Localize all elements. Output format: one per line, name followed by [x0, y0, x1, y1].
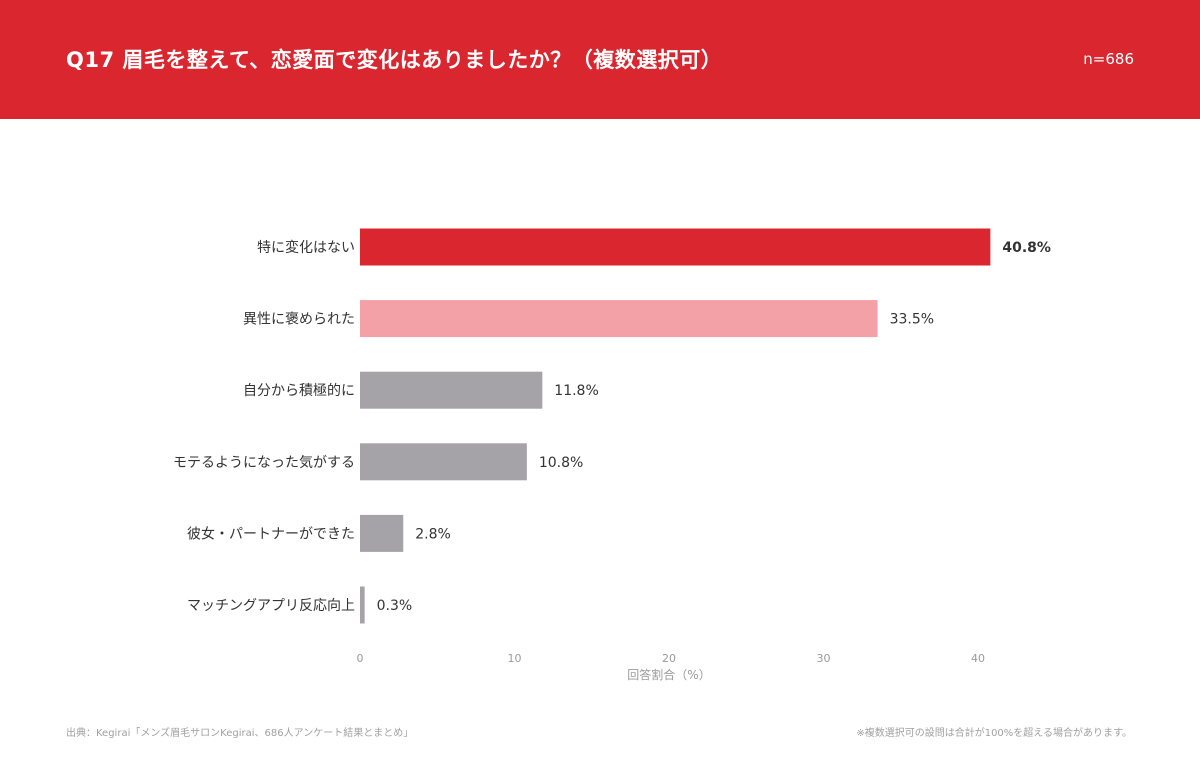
x-tick-label: 40	[971, 652, 985, 665]
bar-2	[360, 371, 543, 409]
page-title: Q17 眉毛を整えて、恋愛面で変化はありましたか？（複数選択可）	[66, 48, 723, 72]
bar-3	[360, 443, 527, 481]
header-banner: Q17 眉毛を整えて、恋愛面で変化はありましたか？（複数選択可） n=686	[0, 0, 1200, 119]
category-label: 彼女・パートナーができた	[187, 525, 355, 542]
x-tick-label: 0	[357, 652, 364, 665]
x-tick-label: 20	[662, 652, 676, 665]
category-label: マッチングアプリ反応向上	[187, 598, 355, 614]
category-label: 異性に褒められた	[243, 312, 355, 328]
value-label: 40.8%	[1002, 240, 1051, 256]
value-label: 10.8%	[539, 455, 583, 471]
sample-size: n=686	[1083, 50, 1134, 68]
category-label: 自分から積極的に	[243, 383, 355, 399]
category-label: 特に変化はない	[257, 239, 355, 256]
value-label: 0.3%	[377, 598, 413, 614]
bar-4	[360, 514, 404, 552]
value-label: 11.8%	[554, 383, 598, 399]
bar-1	[360, 300, 878, 338]
x-tick-label: 30	[817, 652, 831, 665]
source-note: 出典：Kegirai「メンズ眉毛サロンKegirai、686人アンケート結果とま…	[66, 728, 414, 739]
category-label: モテるようになった気がする	[173, 455, 355, 471]
value-label: 33.5%	[890, 312, 934, 328]
bar-5	[360, 586, 365, 624]
disclaimer-note: ※複数選択可の設問は合計が100%を超える場合があります。	[856, 728, 1132, 739]
x-axis-label: 回答割合（%）	[627, 667, 710, 682]
value-label: 2.8%	[415, 526, 451, 542]
x-tick-label: 10	[508, 652, 522, 665]
bar-0	[360, 228, 991, 266]
